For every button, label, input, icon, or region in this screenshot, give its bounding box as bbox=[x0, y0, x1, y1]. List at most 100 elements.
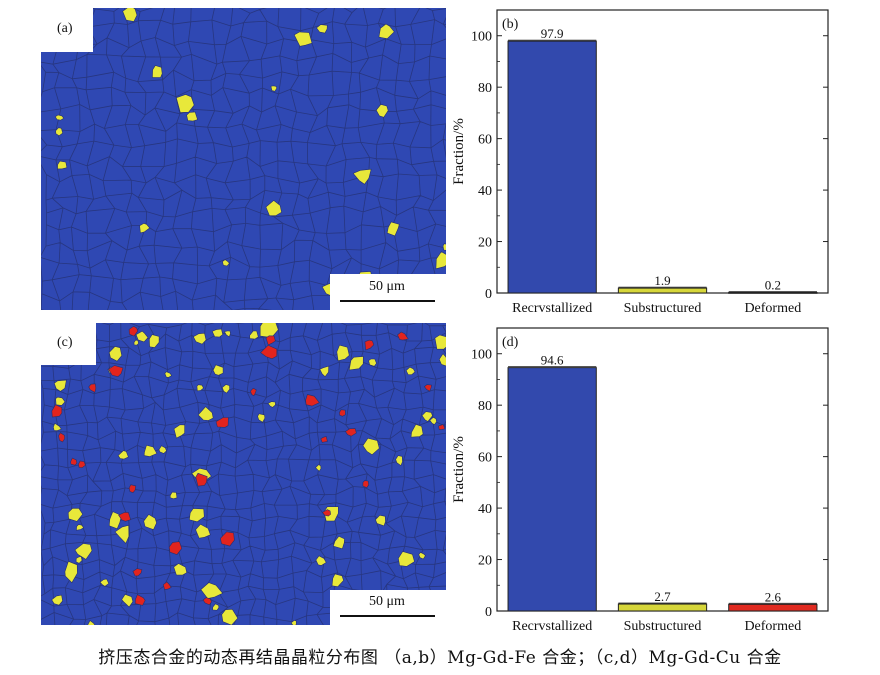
substructured-grain bbox=[51, 594, 63, 606]
y-tick-label: 80 bbox=[478, 81, 492, 96]
substructured-grain bbox=[99, 578, 110, 587]
substructured-grain bbox=[64, 560, 78, 584]
substructured-grain bbox=[148, 334, 160, 348]
y-tick-label: 20 bbox=[478, 236, 492, 251]
y-tick-label: 0 bbox=[485, 287, 492, 302]
substructured-grain bbox=[212, 364, 224, 376]
y-tick-label: 60 bbox=[478, 133, 492, 148]
deformed-grain bbox=[58, 432, 66, 443]
substructured-grain bbox=[336, 344, 350, 362]
deformed-grain bbox=[162, 581, 172, 590]
substructured-grain bbox=[57, 160, 68, 170]
deformed-grain bbox=[423, 384, 433, 392]
substructured-grain bbox=[74, 543, 93, 560]
deformed-grain bbox=[344, 428, 357, 437]
deformed-grain bbox=[70, 457, 78, 466]
substructured-grain bbox=[164, 371, 173, 378]
figure-caption: 挤压态合金的动态再结晶晶粒分布图 （a,b）Mg-Gd-Fe 合金；（c,d）M… bbox=[98, 648, 782, 668]
deformed-grain bbox=[364, 339, 375, 351]
bar-recrvstallized bbox=[507, 40, 597, 294]
x-category-label: Deformed bbox=[744, 301, 801, 316]
y-tick-label: 20 bbox=[478, 554, 492, 569]
deformed-grain bbox=[250, 387, 257, 397]
substructured-grain bbox=[405, 366, 416, 376]
scalebar-a-line bbox=[340, 300, 435, 302]
y-tick-label: 80 bbox=[478, 399, 492, 414]
deformed-grain bbox=[88, 383, 97, 393]
substructured-grain bbox=[378, 23, 395, 40]
substructured-grain bbox=[435, 251, 446, 270]
substructured-grain bbox=[173, 563, 188, 576]
deformed-grain bbox=[320, 436, 328, 443]
substructured-grain bbox=[257, 413, 266, 423]
y-tick-label: 40 bbox=[478, 502, 492, 517]
grain-boundaries bbox=[41, 8, 446, 310]
substructured-grain bbox=[418, 552, 426, 560]
panel-c-label-box bbox=[41, 323, 96, 365]
substructured-grain bbox=[122, 8, 138, 22]
substructured-grain bbox=[331, 573, 344, 588]
deformed-grain bbox=[51, 404, 63, 418]
substructured-grain bbox=[249, 330, 259, 340]
scalebar-c-line bbox=[340, 615, 435, 617]
substructured-grain bbox=[395, 455, 403, 467]
deformed-grain bbox=[202, 597, 212, 606]
chart-panel-label: (b) bbox=[502, 17, 519, 32]
y-tick-label: 0 bbox=[485, 605, 492, 620]
x-category-label: Substructured bbox=[624, 619, 702, 634]
substructured-grain bbox=[158, 445, 167, 454]
chart-panel-label: (d) bbox=[502, 335, 519, 350]
y-tick-label: 60 bbox=[478, 451, 492, 466]
bar-value-label: 1.9 bbox=[654, 273, 670, 288]
substructured-grain bbox=[442, 243, 446, 251]
substructured-grain bbox=[143, 444, 158, 457]
substructured-grain bbox=[211, 328, 224, 338]
deformed-grain bbox=[128, 484, 137, 494]
substructured-grain bbox=[139, 222, 151, 234]
substructured-grain bbox=[221, 608, 239, 625]
substructured-grain bbox=[265, 200, 282, 217]
deformed-grain bbox=[265, 335, 276, 346]
deformed-grain bbox=[220, 531, 235, 547]
y-tick-label: 100 bbox=[471, 30, 492, 45]
y-tick-label: 100 bbox=[471, 348, 492, 363]
substructured-grain bbox=[368, 358, 377, 367]
bar-value-label: 94.6 bbox=[541, 353, 564, 368]
micrograph-a-image bbox=[41, 8, 446, 310]
deformed-grain bbox=[132, 568, 143, 577]
substructured-grain bbox=[352, 168, 372, 185]
deformed-grain bbox=[168, 541, 183, 555]
substructured-grain bbox=[223, 330, 231, 338]
bar-value-label: 2.7 bbox=[654, 589, 671, 604]
substructured-grain bbox=[316, 24, 328, 34]
bar-recrvstallized bbox=[507, 367, 597, 612]
deformed-grain bbox=[362, 480, 370, 488]
substructured-grain bbox=[200, 582, 224, 599]
scalebar-a-box bbox=[330, 274, 446, 310]
deformed-grain bbox=[78, 460, 86, 469]
substructured-grain bbox=[53, 379, 67, 392]
chart-b: 0 20 40 60 80 100 Fraction/% (b) 97.9 Recrvstalli… bbox=[440, 0, 880, 320]
x-category-label: Deformed bbox=[744, 619, 801, 634]
bar-value-label: 2.6 bbox=[765, 589, 782, 604]
substructured-grain bbox=[133, 339, 139, 346]
substructured-grain bbox=[143, 514, 157, 530]
substructured-grain bbox=[52, 422, 62, 432]
substructured-grain bbox=[397, 551, 415, 567]
substructured-grain bbox=[55, 127, 64, 137]
y-axis-label: Fraction/% bbox=[451, 118, 467, 185]
substructured-grain bbox=[212, 603, 220, 611]
substructured-grain bbox=[386, 221, 400, 237]
substructured-grain bbox=[222, 259, 230, 267]
substructured-grain bbox=[188, 508, 205, 523]
substructured-grain bbox=[438, 353, 446, 367]
substructured-grain bbox=[135, 330, 149, 343]
substructured-grain bbox=[108, 346, 123, 362]
x-category-label: Recrvstallized bbox=[512, 619, 592, 634]
bar-deformed bbox=[728, 291, 818, 294]
panel-c-label: (c) bbox=[57, 335, 73, 350]
panel-a-label: (a) bbox=[57, 21, 73, 36]
deformed-grain bbox=[118, 512, 132, 522]
substructured-grain bbox=[319, 365, 330, 378]
y-axis-label: Fraction/% bbox=[451, 436, 467, 503]
